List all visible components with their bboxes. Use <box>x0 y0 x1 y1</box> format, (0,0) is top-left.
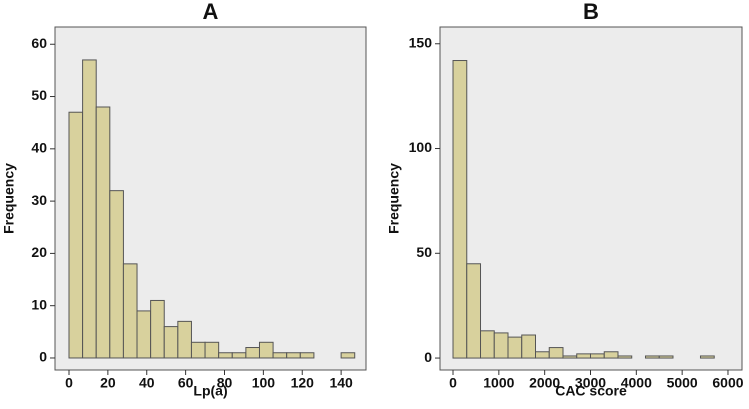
y-tick-label: 0 <box>424 349 432 365</box>
y-tick-label: 40 <box>31 140 47 156</box>
y-tick-label: 60 <box>31 35 47 51</box>
bar <box>163 326 179 359</box>
bar <box>699 355 715 359</box>
y-axis-label: Frequency <box>1 163 17 234</box>
bar <box>576 353 591 359</box>
chart-title: A <box>203 0 219 24</box>
y-tick-label: 10 <box>31 296 47 312</box>
bar <box>82 59 97 359</box>
x-tick-label: 140 <box>329 375 353 391</box>
bar <box>480 330 495 359</box>
x-tick-label: 1000 <box>483 375 514 391</box>
y-tick-label: 20 <box>31 244 47 260</box>
bar <box>521 334 537 359</box>
bar <box>535 351 550 359</box>
x-tick-label: 0 <box>449 375 457 391</box>
y-tick-label: 30 <box>31 192 47 208</box>
x-tick-label: 3000 <box>575 375 606 391</box>
bar <box>177 320 192 359</box>
x-tick-label: 5000 <box>667 375 698 391</box>
bar <box>204 341 220 359</box>
y-tick-label: 150 <box>409 34 433 50</box>
bar <box>95 106 111 359</box>
bar <box>603 351 619 359</box>
bar <box>218 352 233 359</box>
x-tick-label: 20 <box>100 375 116 391</box>
bar <box>190 341 206 359</box>
x-tick-label: 120 <box>291 375 315 391</box>
bar <box>245 347 260 359</box>
x-axis-label: Lp(a) <box>193 383 227 399</box>
bar <box>493 332 509 359</box>
x-tick-label: 100 <box>252 375 276 391</box>
bar <box>136 310 152 359</box>
y-tick-label: 50 <box>416 244 432 260</box>
chart-title: B <box>583 0 599 24</box>
y-axis-label: Frequency <box>386 163 402 234</box>
plot-area <box>439 26 743 371</box>
bar <box>109 190 124 359</box>
bar <box>258 341 274 359</box>
bar <box>548 347 564 359</box>
bar <box>122 263 138 359</box>
x-tick-label: 0 <box>65 375 73 391</box>
bar <box>507 336 523 359</box>
bar <box>68 111 84 359</box>
bar <box>340 352 356 359</box>
bar <box>286 352 301 359</box>
bar <box>644 355 660 359</box>
x-tick-label: 6000 <box>712 375 743 391</box>
x-tick-label: 80 <box>217 375 233 391</box>
bar <box>231 352 247 359</box>
x-tick-label: 2000 <box>529 375 560 391</box>
x-tick-label: 4000 <box>621 375 652 391</box>
bar <box>658 355 674 359</box>
bar <box>299 352 315 359</box>
bar <box>466 263 482 359</box>
x-tick-label: 60 <box>178 375 194 391</box>
bar <box>617 355 633 359</box>
bar <box>452 60 468 359</box>
bar <box>589 353 605 359</box>
y-tick-label: 0 <box>39 349 47 365</box>
x-axis-label: CAC score <box>555 383 627 399</box>
bar <box>562 355 578 359</box>
bar <box>272 352 288 359</box>
y-tick-label: 100 <box>409 139 433 155</box>
y-tick-label: 50 <box>31 87 47 103</box>
x-tick-label: 40 <box>139 375 155 391</box>
bar <box>150 299 165 359</box>
